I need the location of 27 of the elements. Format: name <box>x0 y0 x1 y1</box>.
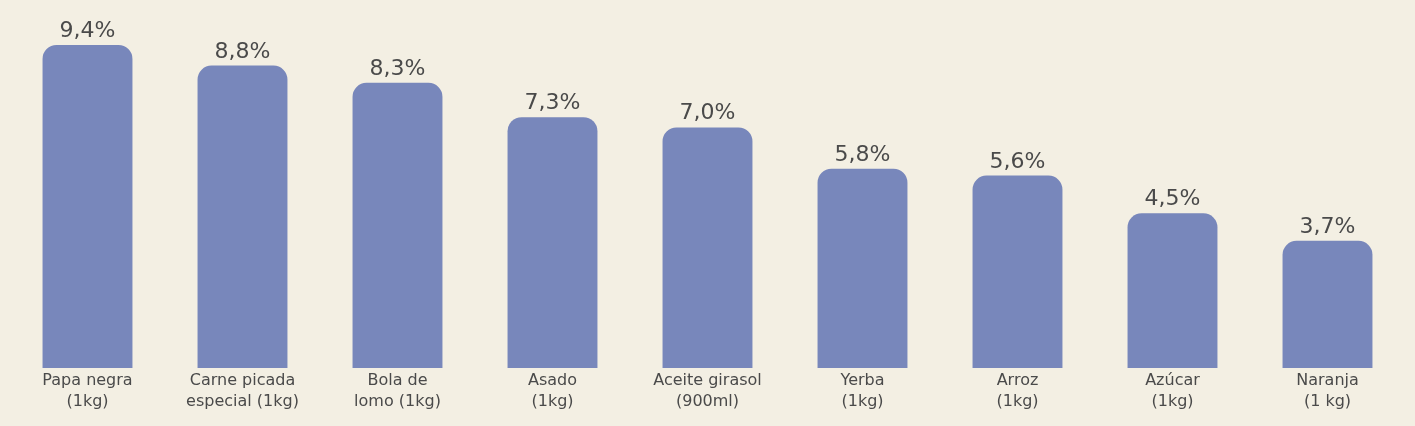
bar <box>507 117 598 368</box>
x-tick-label: Azúcar (1kg) <box>1145 370 1201 410</box>
x-tick-label: Bola de lomo (1kg) <box>354 370 441 410</box>
x-tick-label: Naranja (1 kg) <box>1296 370 1359 410</box>
x-tick-label: Asado (1kg) <box>527 370 578 410</box>
data-label: 5,8% <box>834 140 891 166</box>
data-label: 5,6% <box>989 147 1046 173</box>
data-label: 3,7% <box>1299 212 1356 238</box>
data-label: 8,3% <box>369 54 426 80</box>
bar <box>662 127 753 368</box>
data-label: 4,5% <box>1144 185 1201 211</box>
x-tick-label: Yerba (1kg) <box>839 370 885 410</box>
data-label: 7,3% <box>524 89 581 115</box>
bar <box>1282 240 1373 368</box>
x-tick-label: Papa negra (1kg) <box>42 370 133 410</box>
data-label: 9,4% <box>59 17 116 42</box>
bar <box>352 82 443 368</box>
bar <box>197 65 288 368</box>
data-label: 7,0% <box>679 99 736 125</box>
bar <box>42 45 133 368</box>
bar <box>972 175 1063 368</box>
bar <box>817 168 908 368</box>
x-tick-label: Arroz (1kg) <box>996 370 1039 410</box>
bar <box>1127 213 1218 368</box>
x-tick-label: Carne picada especial (1kg) <box>186 370 299 410</box>
data-label: 8,8% <box>214 37 271 63</box>
x-tick-label: Aceite girasol (900ml) <box>653 370 762 410</box>
